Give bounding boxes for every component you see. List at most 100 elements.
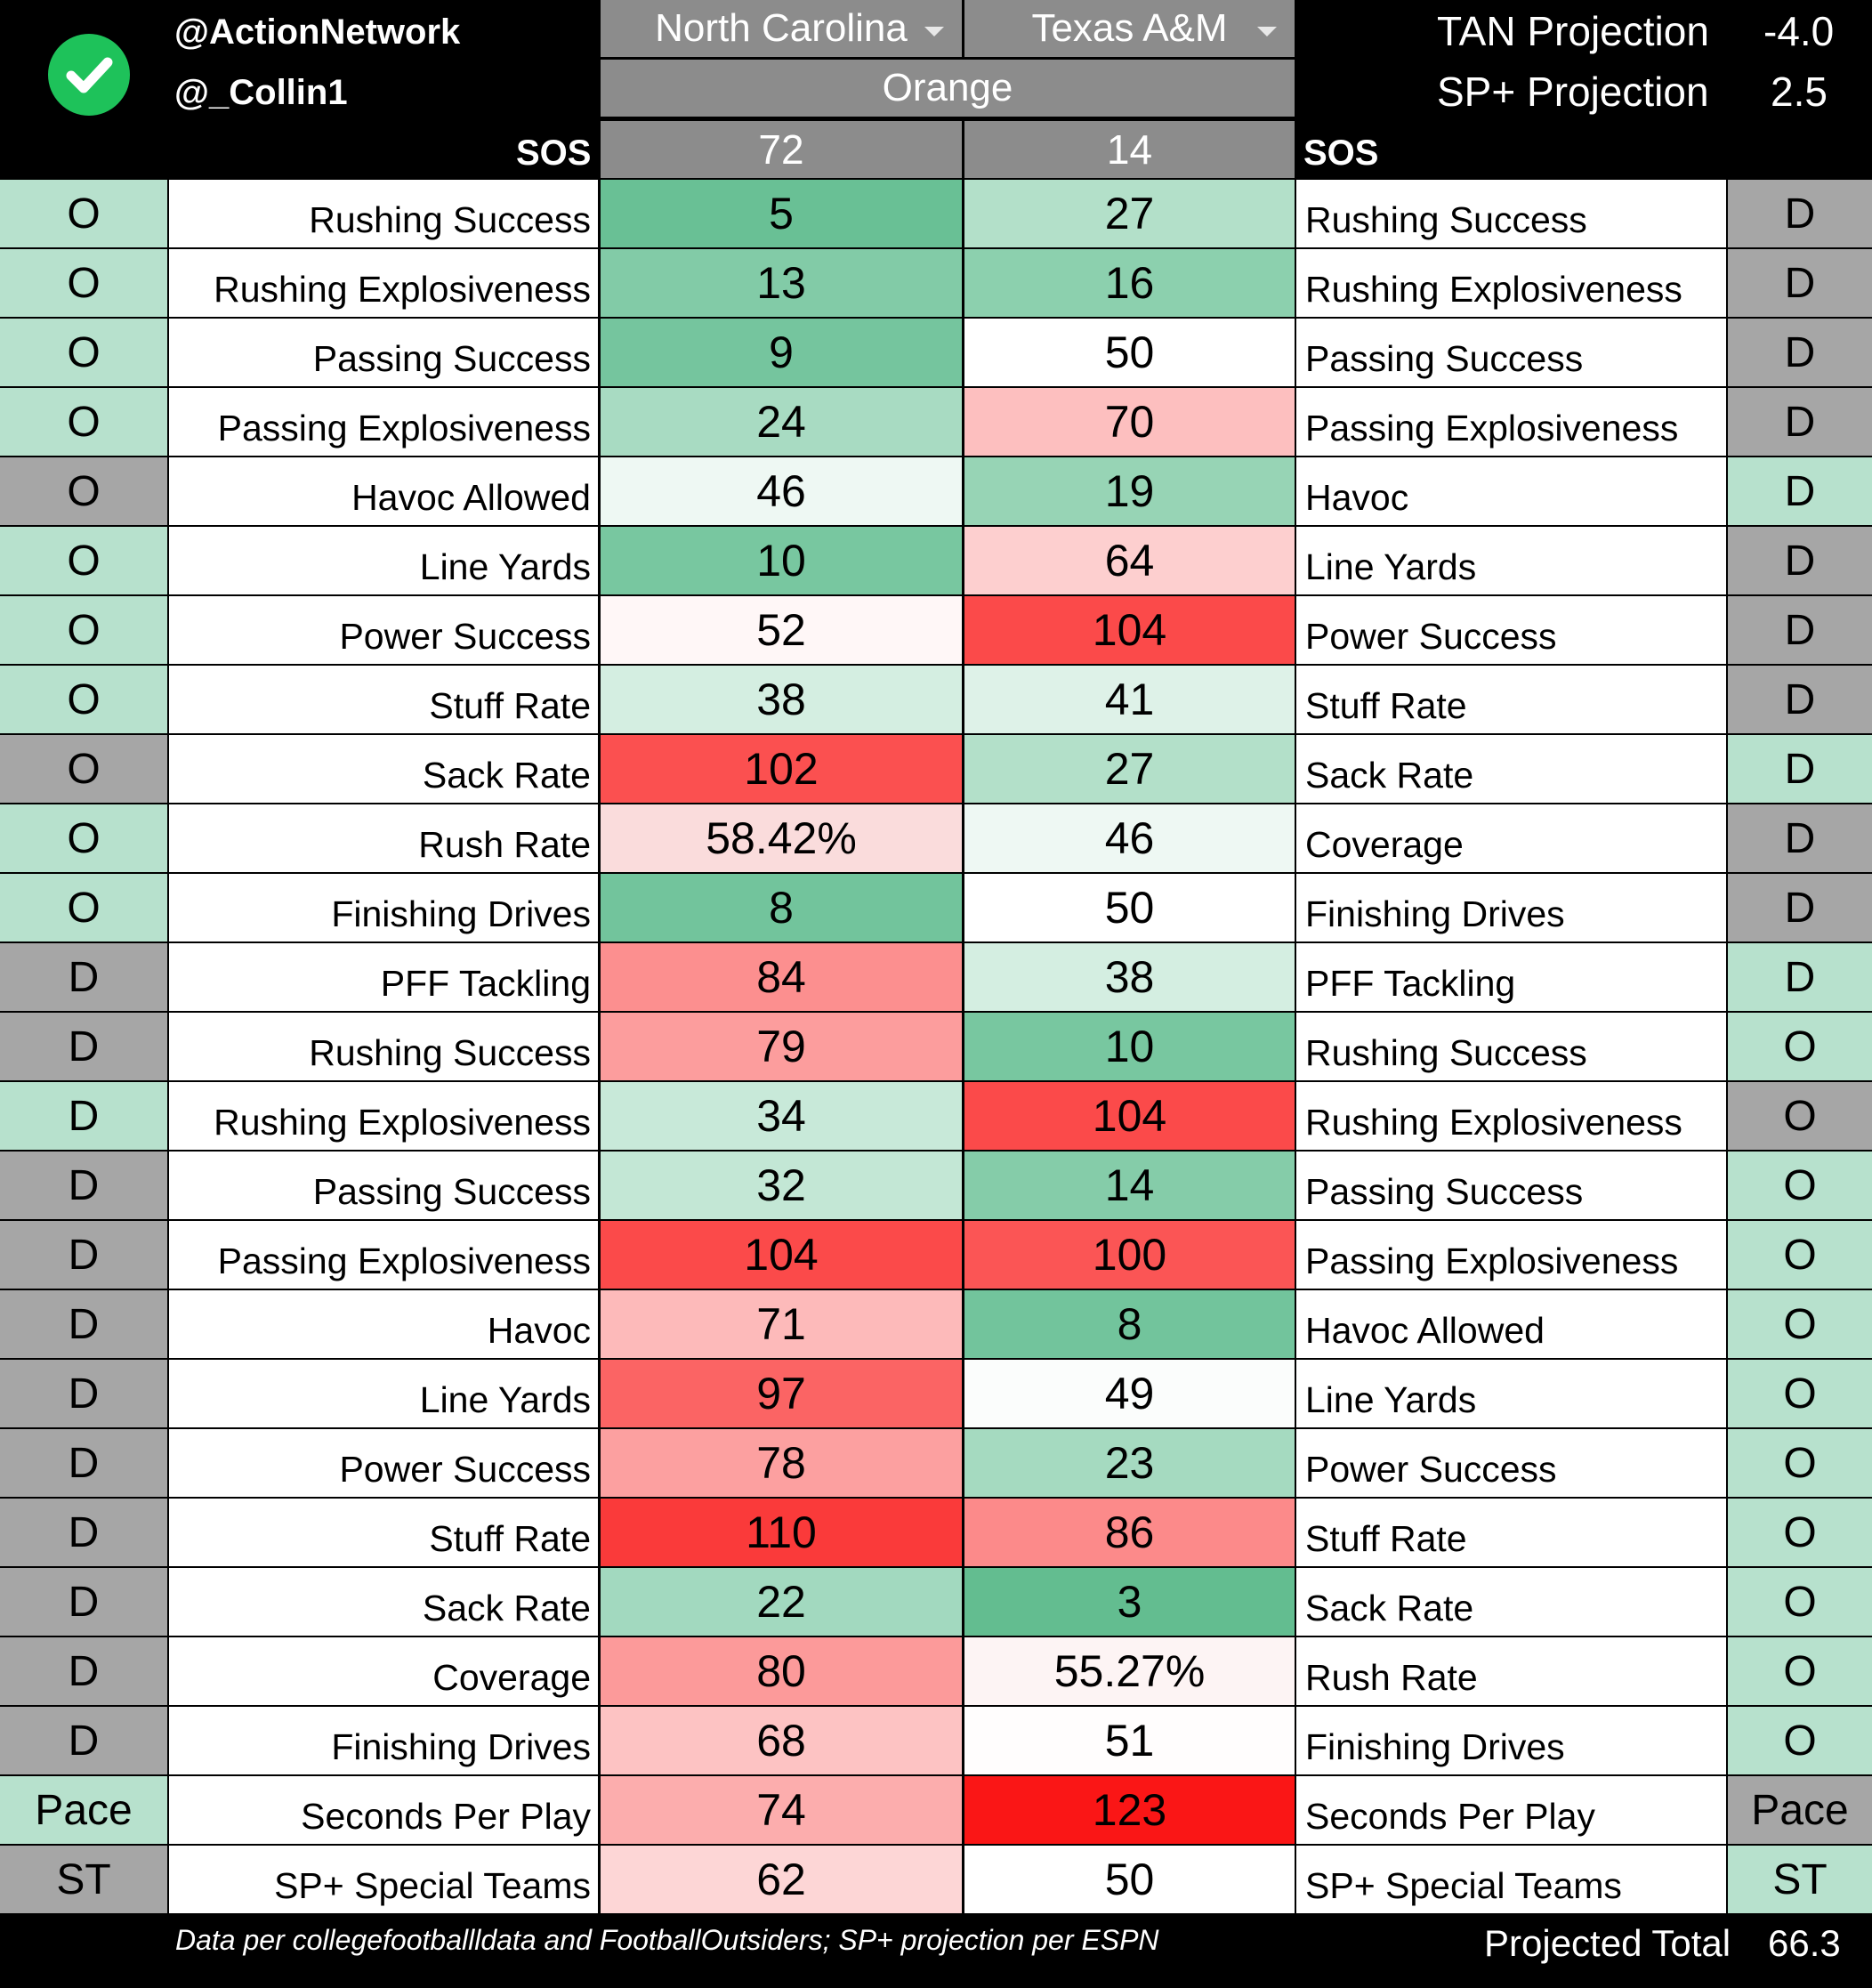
right-rank-cell[interactable]: 50 [964, 319, 1295, 386]
left-rank-cell[interactable]: 10 [601, 527, 962, 594]
right-metric-label: Line Yards [1296, 527, 1726, 594]
left-metric-label: Sack Rate [169, 735, 598, 803]
right-rank-cell[interactable]: 38 [964, 943, 1295, 1011]
right-unit-flag: O [1728, 1429, 1872, 1497]
right-rank-cell[interactable]: 123 [964, 1776, 1295, 1844]
right-rank-cell[interactable]: 16 [964, 249, 1295, 317]
team-right-name: Texas A&M [1031, 6, 1228, 50]
left-metric-label: Power Success [169, 1429, 598, 1497]
sos-right: 14 [964, 121, 1295, 178]
left-rank-cell[interactable]: 5 [601, 180, 962, 247]
right-rank-cell[interactable]: 41 [964, 666, 1295, 733]
right-metric-label: Rush Rate [1296, 1637, 1726, 1705]
left-rank-cell[interactable]: 74 [601, 1776, 962, 1844]
left-unit-flag: D [0, 1637, 167, 1705]
right-unit-flag: D [1728, 388, 1872, 456]
left-unit-flag: O [0, 319, 167, 386]
right-unit-flag: D [1728, 804, 1872, 872]
left-rank-cell[interactable]: 62 [601, 1846, 962, 1913]
right-rank-cell[interactable]: 100 [964, 1221, 1295, 1289]
left-rank-cell[interactable]: 13 [601, 249, 962, 317]
chevron-down-icon[interactable] [1257, 27, 1277, 36]
left-rank-cell[interactable]: 22 [601, 1568, 962, 1636]
right-rank-cell[interactable]: 14 [964, 1152, 1295, 1219]
sos-label-left: SOS [516, 133, 592, 173]
left-rank-cell[interactable]: 97 [601, 1360, 962, 1427]
sp-projection-value: 2.5 [1771, 69, 1828, 115]
left-metric-label: Passing Explosiveness [169, 1221, 598, 1289]
right-rank-cell[interactable]: 64 [964, 527, 1295, 594]
left-rank-cell[interactable]: 84 [601, 943, 962, 1011]
right-metric-label: Stuff Rate [1296, 1499, 1726, 1566]
left-metric-label: Line Yards [169, 527, 598, 594]
right-metric-label: SP+ Special Teams [1296, 1846, 1726, 1913]
right-rank-cell[interactable]: 46 [964, 804, 1295, 872]
bowl-name: Orange [601, 60, 1295, 117]
left-unit-flag: D [0, 943, 167, 1011]
left-metric-label: Stuff Rate [169, 666, 598, 733]
right-rank-cell[interactable]: 104 [964, 1082, 1295, 1150]
right-unit-flag: D [1728, 874, 1872, 941]
left-rank-cell[interactable]: 110 [601, 1499, 962, 1566]
right-rank-cell[interactable]: 3 [964, 1568, 1295, 1636]
left-rank-cell[interactable]: 46 [601, 457, 962, 525]
left-rank-cell[interactable]: 38 [601, 666, 962, 733]
left-unit-flag: Pace [0, 1776, 167, 1844]
left-rank-cell[interactable]: 68 [601, 1707, 962, 1774]
left-rank-cell[interactable]: 8 [601, 874, 962, 941]
team-right-select[interactable]: Texas A&M [964, 0, 1295, 57]
checkmark-icon [66, 57, 113, 93]
left-rank-cell[interactable]: 34 [601, 1082, 962, 1150]
left-rank-cell[interactable]: 32 [601, 1152, 962, 1219]
right-rank-cell[interactable]: 50 [964, 1846, 1295, 1913]
chevron-down-icon[interactable] [924, 27, 944, 36]
right-unit-flag: D [1728, 527, 1872, 594]
handle-action-network: @ActionNetwork [174, 12, 461, 52]
tan-projection-value: -4.0 [1763, 8, 1835, 54]
right-rank-cell[interactable]: 23 [964, 1429, 1295, 1497]
left-unit-flag: O [0, 735, 167, 803]
left-rank-cell[interactable]: 102 [601, 735, 962, 803]
right-unit-flag: D [1728, 596, 1872, 664]
right-unit-flag: O [1728, 1499, 1872, 1566]
team-left-select[interactable]: North Carolina [601, 0, 962, 57]
right-unit-flag: O [1728, 1152, 1872, 1219]
left-rank-cell[interactable]: 71 [601, 1290, 962, 1358]
left-rank-cell[interactable]: 9 [601, 319, 962, 386]
right-rank-cell[interactable]: 27 [964, 180, 1295, 247]
left-rank-cell[interactable]: 78 [601, 1429, 962, 1497]
right-rank-cell[interactable]: 19 [964, 457, 1295, 525]
sos-left-value: 72 [758, 126, 804, 173]
right-rank-cell[interactable]: 49 [964, 1360, 1295, 1427]
right-metric-label: Havoc Allowed [1296, 1290, 1726, 1358]
tan-projection-label: TAN Projection [1437, 8, 1709, 54]
right-metric-label: Passing Explosiveness [1296, 1221, 1726, 1289]
right-rank-cell[interactable]: 70 [964, 388, 1295, 456]
left-rank-cell[interactable]: 104 [601, 1221, 962, 1289]
right-rank-cell[interactable]: 86 [964, 1499, 1295, 1566]
left-unit-flag: D [0, 1221, 167, 1289]
right-rank-cell[interactable]: 10 [964, 1013, 1295, 1080]
left-rank-cell[interactable]: 24 [601, 388, 962, 456]
right-rank-cell[interactable]: 55.27% [964, 1637, 1295, 1705]
right-metric-label: Stuff Rate [1296, 666, 1726, 733]
left-metric-label: Rushing Explosiveness [169, 249, 598, 317]
left-rank-cell[interactable]: 80 [601, 1637, 962, 1705]
left-rank-cell[interactable]: 58.42% [601, 804, 962, 872]
left-rank-cell[interactable]: 79 [601, 1013, 962, 1080]
left-unit-flag: D [0, 1707, 167, 1774]
right-unit-flag: O [1728, 1707, 1872, 1774]
right-rank-cell[interactable]: 51 [964, 1707, 1295, 1774]
check-circle-icon [48, 34, 130, 116]
left-unit-flag: D [0, 1082, 167, 1150]
right-rank-cell[interactable]: 50 [964, 874, 1295, 941]
right-metric-label: Coverage [1296, 804, 1726, 872]
right-rank-cell[interactable]: 104 [964, 596, 1295, 664]
left-metric-label: Havoc [169, 1290, 598, 1358]
left-unit-flag: O [0, 180, 167, 247]
left-rank-cell[interactable]: 52 [601, 596, 962, 664]
left-metric-label: Rush Rate [169, 804, 598, 872]
left-unit-flag: D [0, 1360, 167, 1427]
right-rank-cell[interactable]: 27 [964, 735, 1295, 803]
right-rank-cell[interactable]: 8 [964, 1290, 1295, 1358]
